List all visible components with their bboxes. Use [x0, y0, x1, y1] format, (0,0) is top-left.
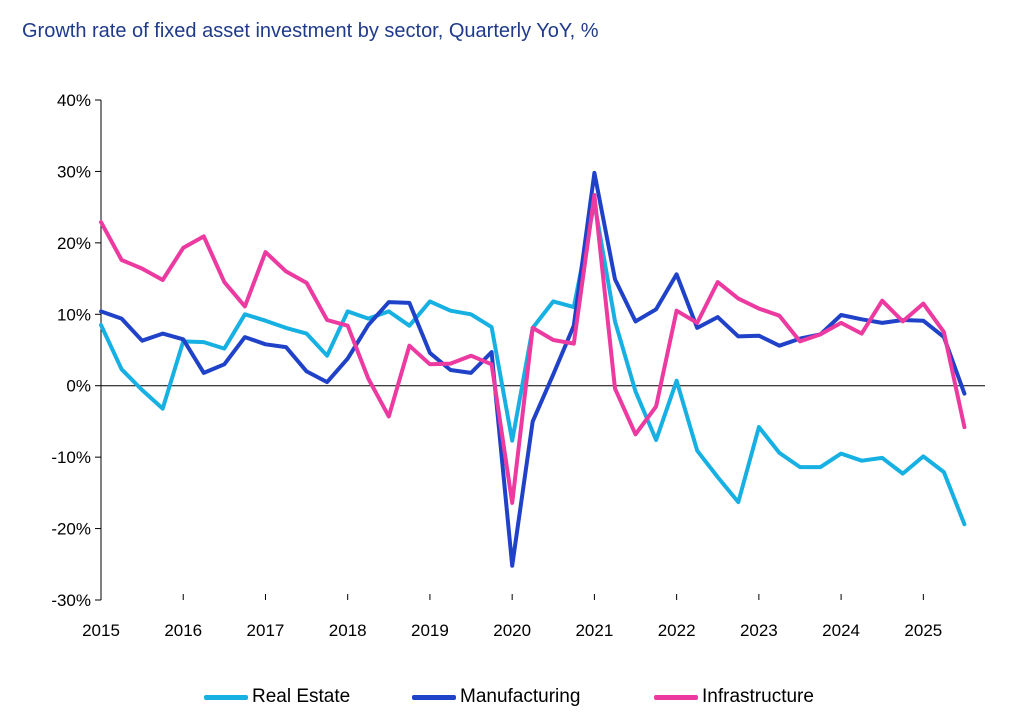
- x-tick-label: 2015: [82, 621, 120, 640]
- legend-item-manufacturing: Manufacturing: [412, 686, 580, 708]
- x-tick-label: 2018: [329, 621, 367, 640]
- legend-label-infrastructure: Infrastructure: [702, 686, 814, 707]
- y-tick-label: 20%: [57, 234, 91, 253]
- y-tick-label: 0%: [66, 377, 91, 396]
- legend-label-real-estate: Real Estate: [252, 686, 351, 707]
- x-tick-label: 2017: [247, 621, 285, 640]
- x-tick-label: 2019: [411, 621, 449, 640]
- x-tick-label: 2020: [493, 621, 531, 640]
- series-lines: [99, 170, 967, 568]
- legend-item-infrastructure: Infrastructure: [654, 686, 814, 708]
- x-tick-label: 2025: [904, 621, 942, 640]
- legend-label-manufacturing: Manufacturing: [460, 686, 581, 707]
- y-tick-label: -10%: [51, 448, 91, 467]
- axes: [100, 100, 985, 600]
- chart-title: Growth rate of fixed asset investment by…: [22, 20, 599, 42]
- y-tick-label: 10%: [57, 305, 91, 324]
- series-line-infrastructure: [99, 193, 967, 505]
- series-line-manufacturing: [99, 170, 967, 568]
- y-tick-label: -20%: [51, 520, 91, 539]
- x-tick-label: 2022: [658, 621, 696, 640]
- y-tick-label: -30%: [51, 591, 91, 610]
- y-axis-ticks: -30% -20% -10% 0% 10% 20% 30% 40%: [51, 91, 101, 610]
- x-tick-label: 2021: [575, 621, 613, 640]
- legend: Real Estate Manufacturing Infrastructure: [0, 686, 1020, 716]
- legend-item-real-estate: Real Estate: [204, 686, 350, 708]
- x-tick-label: 2024: [822, 621, 860, 640]
- y-tick-label: 40%: [57, 91, 91, 110]
- legend-swatch-infrastructure: [654, 694, 698, 700]
- y-tick-label: 30%: [57, 162, 91, 181]
- x-axis-ticks: 2015 2016 2017 2018 2019 2020 2021 2022 2023 2024…: [82, 594, 942, 640]
- legend-swatch-manufacturing: [412, 694, 456, 700]
- series-line-real-estate: [99, 200, 967, 527]
- x-tick-label: 2016: [164, 621, 202, 640]
- x-tick-label: 2023: [740, 621, 778, 640]
- legend-swatch-real-estate: [204, 694, 248, 700]
